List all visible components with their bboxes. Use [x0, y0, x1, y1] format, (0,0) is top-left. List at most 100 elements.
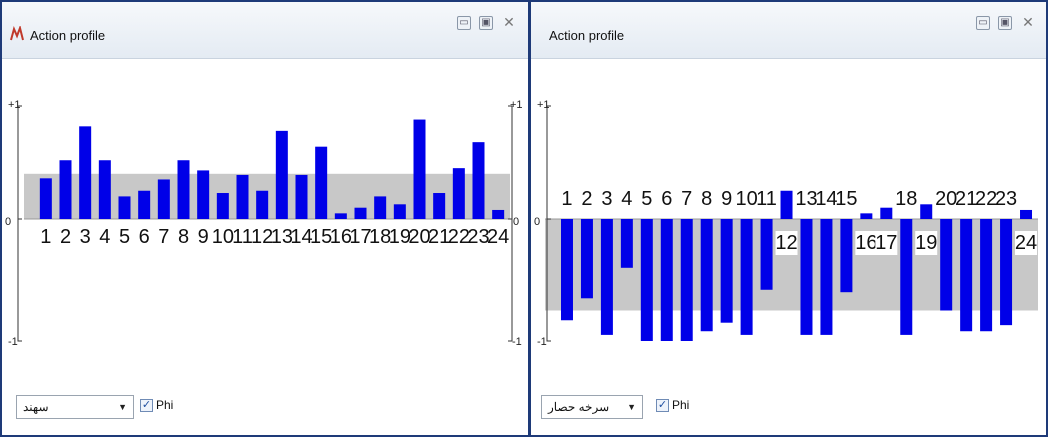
- phi-checkbox-label: Phi: [156, 398, 174, 412]
- bar-label-18: 18: [895, 188, 917, 210]
- bar-label-1: 1: [561, 188, 572, 210]
- bar-label-10: 10: [735, 188, 757, 210]
- bar-label-14: 14: [815, 188, 837, 210]
- axis-zero-label: 0: [534, 216, 540, 228]
- title-bar[interactable]: Action profile ▭ ▣ ✕: [531, 2, 1046, 59]
- axis-top-label: +1: [8, 99, 21, 111]
- bar-10: [740, 219, 753, 335]
- bar-label-bg-16: [855, 231, 878, 255]
- bar-label-14: 14: [290, 226, 312, 248]
- bar-label-20: 20: [935, 188, 957, 210]
- left-axis: [546, 105, 551, 342]
- bar-21: [433, 193, 446, 219]
- bar-label-bg-17: [875, 231, 898, 255]
- action-profile-chart: +1 0 -1 +1 0 -1 1 2 3 4 5 6 7 8 9 101112131415161…: [5, 99, 523, 348]
- bar-1: [560, 219, 573, 321]
- bar-9: [720, 219, 733, 323]
- bar-label-11: 11: [232, 226, 253, 248]
- bar-13: [275, 130, 288, 219]
- bar-2: [59, 160, 72, 219]
- bar-20: [413, 119, 426, 219]
- bar-label-11: 11: [756, 188, 777, 210]
- bar-label-24: 24: [1015, 232, 1037, 254]
- entity-select[interactable]: سهند ▼: [16, 395, 134, 419]
- bar-22: [980, 219, 993, 332]
- bar-2: [580, 219, 593, 299]
- bar-label-3: 3: [80, 226, 91, 248]
- bar-label-5: 5: [641, 188, 652, 210]
- phi-checkbox[interactable]: ✓: [140, 399, 153, 412]
- bar-5: [640, 219, 653, 341]
- bar-16: [860, 213, 873, 219]
- bar-12: [780, 190, 793, 219]
- bar-label-18: 18: [369, 226, 391, 248]
- bar-20: [940, 219, 953, 311]
- close-button[interactable]: ✕: [503, 14, 515, 30]
- bar-label-bg-24: [1015, 231, 1038, 255]
- app-icon: [10, 26, 24, 41]
- bar-8: [700, 219, 713, 332]
- bar-5: [118, 196, 131, 219]
- bar-label-4: 4: [99, 226, 110, 248]
- bar-23: [472, 142, 485, 219]
- bar-11: [760, 219, 773, 290]
- axis-bottom-label-right: -1: [512, 336, 522, 348]
- maximize-button[interactable]: ▣: [479, 16, 493, 30]
- right-axis: [508, 105, 513, 342]
- bar-19: [393, 204, 406, 219]
- bar-label-6: 6: [661, 188, 672, 210]
- bar-label-bg-19: [915, 231, 938, 255]
- bar-3: [600, 219, 613, 335]
- bar-11: [236, 174, 249, 219]
- bar-label-21: 21: [955, 188, 977, 210]
- bar-label-7: 7: [158, 226, 169, 248]
- bar-24: [1020, 209, 1033, 219]
- bar-label-17: 17: [349, 226, 371, 248]
- bar-label-2: 2: [581, 188, 592, 210]
- bar-label-6: 6: [139, 226, 150, 248]
- bar-8: [177, 160, 190, 219]
- bar-label-4: 4: [621, 188, 632, 210]
- minimize-button[interactable]: ▭: [457, 16, 471, 30]
- minimize-button[interactable]: ▭: [976, 16, 990, 30]
- axis-top-label: +1: [537, 99, 550, 111]
- bar-17: [354, 207, 367, 219]
- bar-3: [79, 126, 92, 219]
- phi-checkbox[interactable]: ✓: [656, 399, 669, 412]
- bar-18: [900, 219, 913, 335]
- bar-6: [660, 219, 673, 341]
- action-profile-chart: +1 0 -1 1 2 3 4 5 6 7 8 9 10111213141516171819202…: [534, 99, 1038, 348]
- maximize-button[interactable]: ▣: [998, 16, 1012, 30]
- entity-select-value: سرخه حصار: [548, 400, 610, 414]
- bar-16: [334, 213, 347, 219]
- close-button[interactable]: ✕: [1022, 14, 1034, 30]
- bar-22: [452, 168, 465, 219]
- bar-label-13: 13: [271, 226, 293, 248]
- axis-zero-label-right: 0: [513, 216, 519, 228]
- bar-13: [800, 219, 813, 335]
- bar-label-8: 8: [178, 226, 189, 248]
- bar-4: [98, 160, 111, 219]
- entity-select[interactable]: سرخه حصار ▼: [541, 395, 643, 419]
- bar-15: [840, 219, 853, 293]
- bar-label-24: 24: [487, 226, 509, 248]
- bar-label-19: 19: [915, 232, 937, 254]
- bar-label-23: 23: [467, 226, 489, 248]
- entity-select-value: سهند: [23, 400, 49, 414]
- bar-label-2: 2: [60, 226, 71, 248]
- bar-label-23: 23: [995, 188, 1017, 210]
- axis-zero-label: 0: [5, 216, 11, 228]
- bar-label-16: 16: [855, 232, 877, 254]
- bar-label-3: 3: [601, 188, 612, 210]
- bar-10: [216, 193, 229, 219]
- bar-4: [620, 219, 633, 268]
- bar-9: [197, 170, 210, 219]
- bar-label-15: 15: [835, 188, 857, 210]
- bar-label-5: 5: [119, 226, 130, 248]
- bar-24: [492, 209, 505, 219]
- chevron-down-icon: ▼: [118, 402, 127, 412]
- bar-label-22: 22: [448, 226, 470, 248]
- bar-7: [680, 219, 693, 341]
- title-bar[interactable]: Action profile ▭ ▣ ✕: [2, 2, 528, 59]
